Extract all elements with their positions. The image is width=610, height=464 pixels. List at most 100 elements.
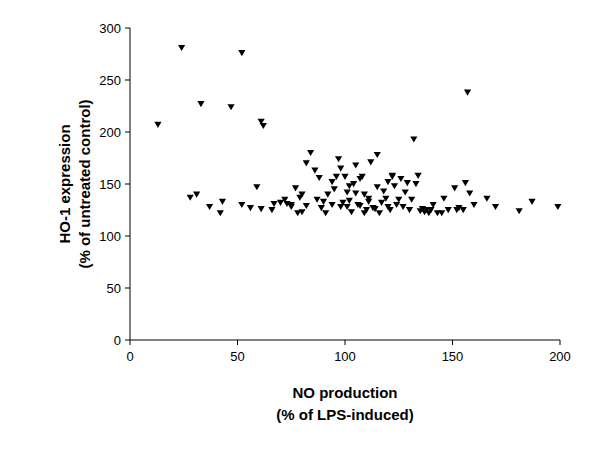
point <box>270 201 277 207</box>
point <box>298 192 305 198</box>
point <box>331 186 338 192</box>
x-tick <box>130 340 131 345</box>
point <box>387 207 394 213</box>
x-tick-label: 50 <box>230 349 244 364</box>
chart: 050100150200050100150200250300NO product… <box>0 0 610 464</box>
point <box>393 202 400 208</box>
point <box>397 176 404 182</box>
point <box>178 45 185 51</box>
y-axis-title-line: (% of untreated control) <box>76 99 93 268</box>
point <box>466 190 473 196</box>
point <box>395 197 402 203</box>
y-tick-label: 0 <box>114 333 121 348</box>
point <box>333 174 340 180</box>
point <box>460 207 467 213</box>
point <box>187 195 194 201</box>
point <box>316 175 323 181</box>
point <box>367 159 374 165</box>
point <box>154 122 161 128</box>
x-tick-label: 0 <box>126 349 133 364</box>
point <box>389 173 396 179</box>
point <box>303 203 310 209</box>
point <box>346 198 353 204</box>
point <box>430 202 437 208</box>
x-axis-title-line: NO production <box>293 384 398 401</box>
x-tick-label: 100 <box>334 349 356 364</box>
x-tick-label: 200 <box>549 349 571 364</box>
point <box>352 190 359 196</box>
y-tick <box>125 132 130 133</box>
point <box>384 179 391 185</box>
point <box>554 204 561 210</box>
point <box>322 210 329 216</box>
point <box>341 174 348 180</box>
point <box>440 196 447 202</box>
point <box>462 180 469 186</box>
point <box>404 180 411 186</box>
y-tick <box>125 28 130 29</box>
point <box>206 204 213 210</box>
point <box>227 104 234 110</box>
point <box>348 209 355 215</box>
y-tick-label: 250 <box>99 73 121 88</box>
point <box>451 185 458 191</box>
x-tick-label: 150 <box>442 349 464 364</box>
point <box>219 199 226 205</box>
point <box>380 188 387 194</box>
x-tick <box>237 340 238 345</box>
point <box>464 90 471 96</box>
point <box>324 192 331 198</box>
point <box>516 208 523 214</box>
point <box>365 196 372 202</box>
point <box>350 181 357 187</box>
y-tick <box>125 340 130 341</box>
x-tick <box>345 340 346 345</box>
point <box>238 50 245 56</box>
point <box>356 203 363 209</box>
points <box>154 45 561 216</box>
point <box>483 196 490 202</box>
y-tick <box>125 236 130 237</box>
point <box>307 150 314 156</box>
point <box>470 202 477 208</box>
point <box>445 207 452 213</box>
point <box>415 173 422 179</box>
point <box>197 101 204 107</box>
x-axis-title-line: (% of LPS-induced) <box>276 406 414 423</box>
point <box>408 197 415 203</box>
point <box>288 204 295 210</box>
point <box>260 123 267 129</box>
point <box>528 199 535 205</box>
y-tick-label: 300 <box>99 21 121 36</box>
point <box>438 210 445 216</box>
x-tick <box>560 340 561 345</box>
point <box>344 189 351 195</box>
point <box>311 168 318 174</box>
point <box>374 152 381 158</box>
point <box>376 210 383 216</box>
point <box>329 179 336 185</box>
point <box>303 160 310 166</box>
y-axis-title-line: HO-1 expression <box>56 124 73 243</box>
point <box>193 192 200 198</box>
point <box>374 184 381 190</box>
point <box>359 174 366 180</box>
point <box>217 210 224 216</box>
y-tick <box>125 288 130 289</box>
point <box>363 207 370 213</box>
y-tick <box>125 184 130 185</box>
point <box>427 207 434 213</box>
point <box>378 200 385 206</box>
y-tick-label: 100 <box>99 229 121 244</box>
point <box>247 205 254 211</box>
point <box>268 207 275 213</box>
point <box>292 185 299 191</box>
point <box>410 136 417 142</box>
point <box>391 183 398 189</box>
y-axis-title: HO-1 expression(% of untreated control) <box>56 99 93 268</box>
point <box>238 202 245 208</box>
point <box>277 200 284 206</box>
point <box>402 189 409 195</box>
y-tick <box>125 80 130 81</box>
point <box>258 206 265 212</box>
